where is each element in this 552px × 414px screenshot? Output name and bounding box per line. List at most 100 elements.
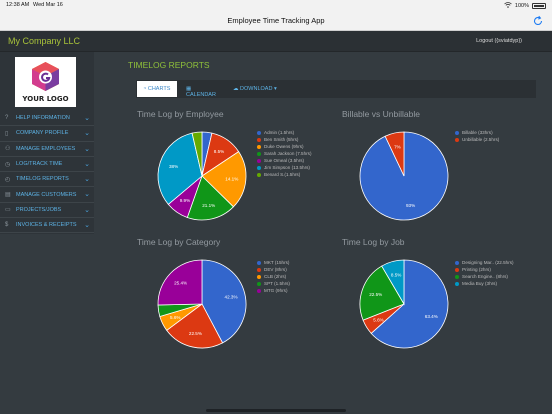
sidebar: YOUR LOGO ? HELP INFORMATION ⌄ ▯ COMPANY… — [0, 52, 94, 234]
pie-chart-employee: 8.5% 14.1% 21.1% 9.9% 38% — [157, 131, 247, 221]
legend-label: Sarah Jackson (7.5hrs) — [264, 151, 312, 156]
legend-swatch — [257, 260, 261, 265]
legend-label: Printing (2hrs) — [462, 267, 491, 272]
sidebar-item-company-profile[interactable]: ▯ COMPANY PROFILE ⌄ — [0, 126, 94, 142]
tab-charts[interactable]: ◔ CHARTS — [137, 81, 177, 97]
stopwatch-icon: ◷ — [5, 161, 11, 168]
pie-slice[interactable] — [359, 265, 405, 321]
navigation-bar: Employee Time Tracking App — [0, 11, 552, 31]
pie-slice[interactable] — [384, 131, 405, 177]
legend-swatch — [257, 288, 261, 293]
legend-item[interactable]: CLB (2hrs) — [257, 273, 290, 280]
sidebar-item-label: HELP INFORMATION — [16, 115, 70, 122]
legend-item[interactable]: Ben Smith (5hrs) — [257, 136, 312, 143]
legend-item[interactable]: Media Buy (3hrs) — [455, 280, 514, 287]
sidebar-item-invoices-receipts[interactable]: $ INVOICES & RECEIPTS ⌄ — [0, 218, 94, 234]
customers-icon: ▤ — [5, 192, 11, 199]
status-right: 100% — [504, 2, 546, 10]
chevron-down-icon: ⌄ — [84, 145, 90, 153]
pie-data-label: 8.5% — [214, 149, 224, 154]
legend-swatch — [257, 151, 261, 156]
pie-slice[interactable] — [201, 259, 247, 344]
sidebar-item-label: MANAGE CUSTOMERS — [16, 191, 77, 198]
main-content: TIMELOG REPORTS ◔ CHARTS ▦ CALENDAR ☁ DO… — [102, 52, 552, 414]
chart-title-employee: Time Log by Employee — [137, 109, 224, 119]
pie-slice[interactable] — [157, 132, 203, 205]
tab-calendar[interactable]: ▦ CALENDAR — [180, 81, 224, 98]
legend-item[interactable]: Admin (1.5hrs) — [257, 129, 312, 136]
legend-label: SPT (1.5hrs) — [264, 281, 290, 286]
pie-slice[interactable] — [166, 303, 224, 349]
pie-slice[interactable] — [191, 131, 203, 177]
legend-item[interactable]: Benard S.(1.5hrs) — [257, 171, 312, 178]
legend-item[interactable]: Designing Mar.. (22.5hrs) — [455, 259, 514, 266]
legend-item[interactable]: SPT (1.5hrs) — [257, 280, 290, 287]
pie-data-label: 14.1% — [225, 176, 238, 181]
status-date: Wed Mar 16 — [33, 2, 63, 8]
legend-label: Media Buy (3hrs) — [462, 281, 497, 286]
chevron-down-icon: ⌄ — [84, 130, 90, 138]
legend-item[interactable]: MKT (15hrs) — [257, 259, 290, 266]
calendar-icon: ▦ — [186, 86, 192, 92]
legend-item[interactable]: Unbillable (2.5hrs) — [455, 136, 499, 143]
pie-data-label: 22.5% — [369, 292, 382, 297]
logo-mark-icon — [32, 62, 59, 91]
legend-swatch — [257, 158, 261, 163]
legend-label: Benard S.(1.5hrs) — [264, 172, 301, 177]
pie-data-label: 5.6% — [170, 315, 180, 320]
refresh-icon[interactable] — [532, 14, 544, 26]
legend-item[interactable]: Duke Owens (9hrs) — [257, 143, 312, 150]
legend-item[interactable]: Billable (33hrs) — [455, 129, 499, 136]
pie-data-label: 22.5% — [189, 331, 202, 336]
pie-chart-category: 42.3% 22.5% 5.6% 25.4% — [157, 259, 247, 349]
pie-slice[interactable] — [157, 259, 203, 306]
chart-title-category: Time Log by Category — [137, 237, 221, 247]
legend-swatch — [257, 144, 261, 149]
sidebar-item-label: COMPANY PROFILE — [16, 130, 69, 137]
sidebar-item-projects-jobs[interactable]: ▭ PROJECTS/JOBS ⌄ — [0, 203, 94, 219]
legend-swatch — [257, 267, 261, 272]
document-icon: ▯ — [5, 130, 9, 137]
legend-label: Search Engine.. (8hrs) — [462, 274, 508, 279]
pie-data-label: 5.6% — [373, 317, 383, 322]
legend-label: Duke Owens (9hrs) — [264, 144, 304, 149]
legend-label: DEV (8hrs) — [264, 267, 287, 272]
pie-chart-job: 63.4% 5.6% 22.5% 8.5% — [359, 259, 449, 349]
legend-label: Billable (33hrs) — [462, 130, 493, 135]
pie-slice[interactable] — [201, 151, 247, 208]
sidebar-item-manage-employees[interactable]: ⚇ MANAGE EMPLOYEES ⌄ — [0, 142, 94, 157]
tab-download[interactable]: ☁ DOWNLOAD ▾ — [227, 81, 283, 97]
sidebar-item-log-track-time[interactable]: ◷ LOG/TRACK TIME ⌄ — [0, 157, 94, 173]
top-bar: My Company LLC Logout ({sviatdyp}) — [0, 31, 552, 52]
legend-job: Designing Mar.. (22.5hrs) Printing (2hrs)… — [455, 259, 514, 287]
legend-item[interactable]: Sue Omeal (3.5hrs) — [257, 157, 312, 164]
legend-item[interactable]: Search Engine.. (8hrs) — [455, 273, 514, 280]
legend-item[interactable]: MTG (9hrs) — [257, 287, 290, 294]
pie-slice[interactable] — [186, 175, 234, 221]
pie-data-label: 7% — [394, 144, 401, 149]
pie-slice[interactable] — [381, 259, 405, 306]
pie-data-label: 63.4% — [425, 314, 438, 319]
legend-item[interactable]: Jim Simpson (13.5hrs) — [257, 164, 312, 171]
pie-data-label: 93% — [406, 203, 415, 208]
home-indicator — [206, 409, 346, 412]
legend-category: MKT (15hrs) DEV (8hrs) CLB (2hrs) SPT (1.5h… — [257, 259, 290, 294]
legend-item[interactable]: DEV (8hrs) — [257, 266, 290, 273]
legend-label: Sue Omeal (3.5hrs) — [264, 158, 305, 163]
tab-label: DOWNLOAD — [240, 86, 273, 92]
sidebar-item-manage-customers[interactable]: ▤ MANAGE CUSTOMERS ⌄ — [0, 187, 94, 203]
sidebar-item-label: INVOICES & RECEIPTS — [16, 222, 77, 229]
chevron-down-icon: ⌄ — [84, 176, 90, 184]
sidebar-item-timelog-reports[interactable]: ◴ TIMELOG REPORTS ⌄ — [0, 172, 94, 188]
pie-data-label: 8.5% — [391, 273, 401, 278]
legend-label: Unbillable (2.5hrs) — [462, 137, 500, 142]
battery-icon — [532, 3, 546, 9]
sidebar-item-help-information[interactable]: ? HELP INFORMATION ⌄ — [0, 111, 94, 127]
pie-data-label: 25.4% — [174, 281, 187, 286]
legend-item[interactable]: Sarah Jackson (7.5hrs) — [257, 150, 312, 157]
legend-item[interactable]: Printing (2hrs) — [455, 266, 514, 273]
logout-link[interactable]: Logout ({sviatdyp}) — [476, 38, 522, 44]
legend-swatch — [257, 137, 261, 142]
pie-slice[interactable] — [370, 259, 449, 349]
chevron-down-icon: ⌄ — [84, 160, 90, 168]
